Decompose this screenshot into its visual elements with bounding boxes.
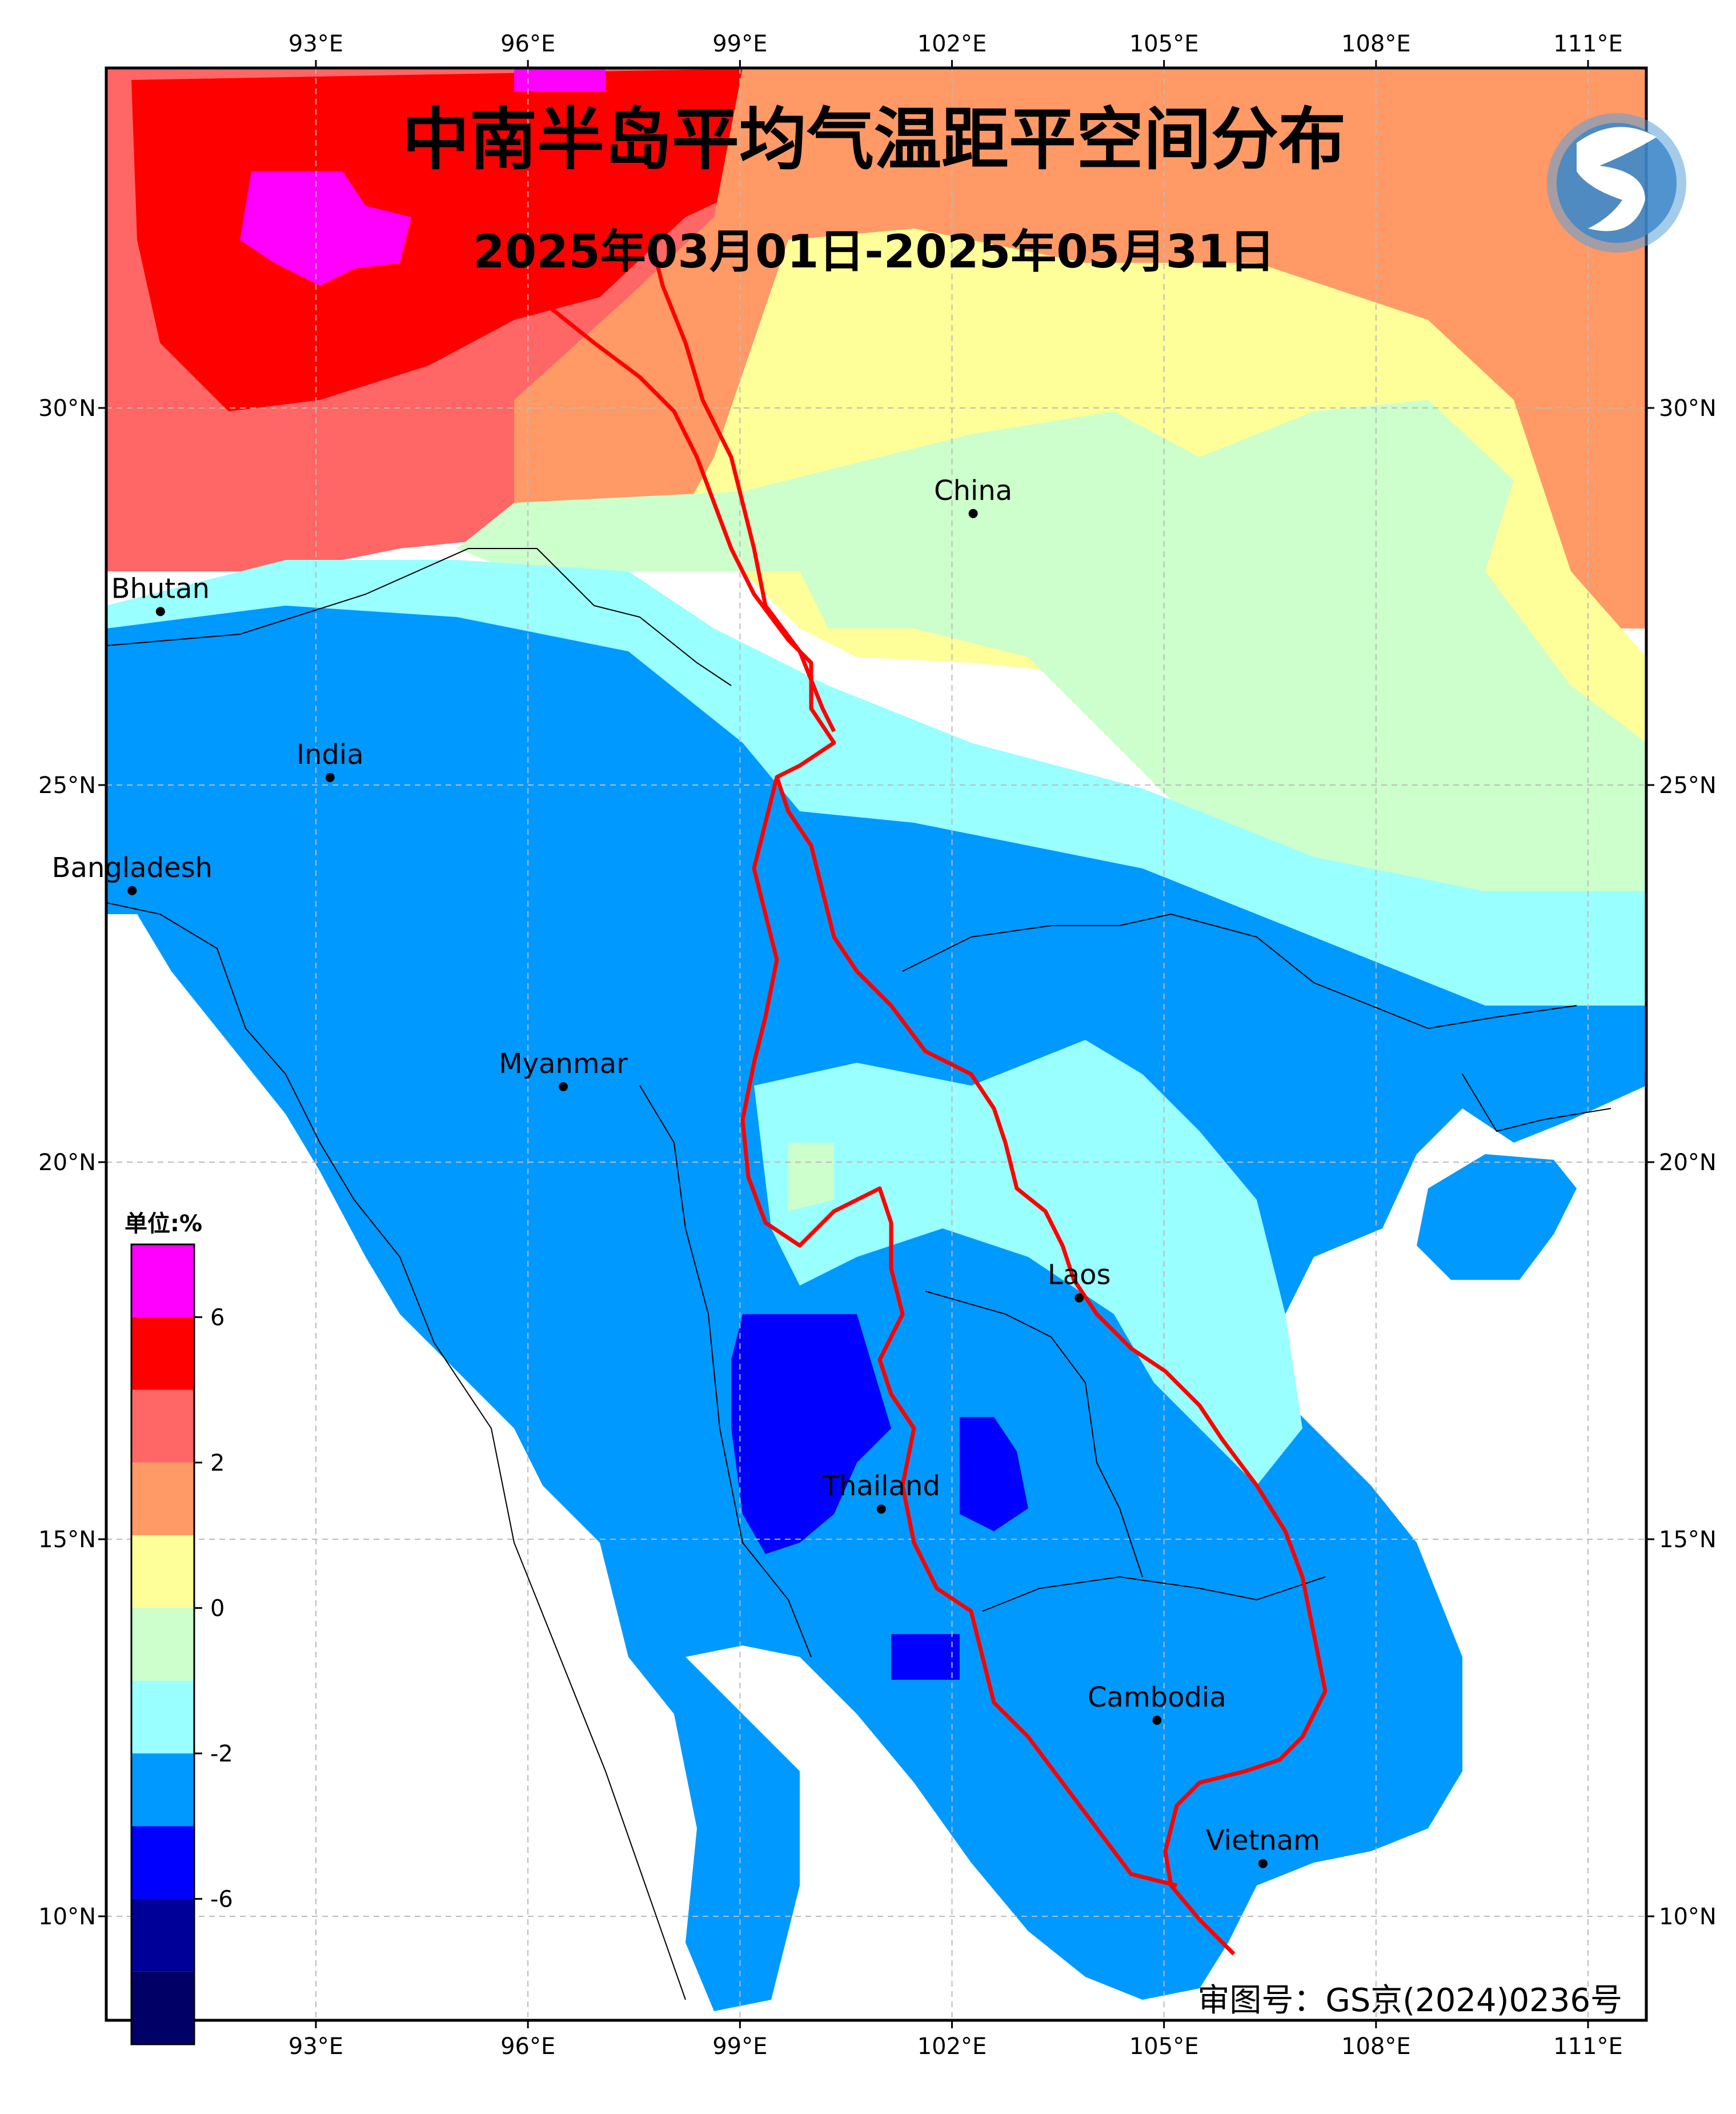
graticule — [106, 68, 1646, 2020]
legend-label: 6 — [210, 1304, 224, 1331]
place-dot — [1152, 1715, 1162, 1725]
lon-tick-bottom-label: 99°E — [712, 2033, 767, 2060]
latitude-ticks-right: 30°N 25°N 20°N 15°N 10°N — [1646, 395, 1717, 1930]
legend-label: -6 — [210, 1886, 233, 1912]
place-dot — [1258, 1859, 1268, 1868]
lon-tick-bottom-label: 96°E — [500, 2033, 555, 2060]
legend-swatch — [131, 1317, 194, 1390]
place-label: Bhutan — [111, 572, 210, 604]
legend-swatch — [131, 1826, 194, 1899]
legend-swatch — [131, 1390, 194, 1463]
place-label: Thailand — [822, 1470, 940, 1502]
longitude-ticks-top: 93°E 96°E 99°E 102°E 105°E 108°E 111°E — [288, 31, 1623, 68]
logo-emblem — [1547, 113, 1686, 253]
place-dot — [559, 1082, 568, 1091]
place-dot — [155, 607, 165, 616]
place-dot — [968, 509, 978, 518]
mekong-river-west — [740, 776, 1177, 1888]
legend-swatch — [131, 1244, 194, 1318]
legend-label: 2 — [210, 1450, 224, 1476]
approval-number: 审图号：GS京(2024)0236号 — [1197, 1982, 1622, 2019]
lon-tick-bottom-label: 102°E — [917, 2033, 987, 2060]
latitude-ticks-left: 30°N 25°N 20°N 15°N 10°N — [38, 395, 106, 1930]
lat-tick-right-label: 30°N — [1659, 395, 1717, 422]
borders — [106, 548, 1611, 2000]
map-frame — [105, 66, 1648, 2022]
place-dot — [325, 772, 335, 782]
lon-tick-top-label: 108°E — [1341, 31, 1411, 57]
mekong-river-branch — [649, 239, 836, 732]
lat-tick-right-label: 10°N — [1659, 1904, 1717, 1930]
map-title: 中南半岛平均气温距平空间分布 — [402, 100, 1346, 179]
map-subtitle: 2025年03月01日-2025年05月31日 — [473, 225, 1275, 278]
place-dot — [127, 886, 137, 895]
place-label: Bangladesh — [52, 852, 213, 884]
lat-tick-right-label: 20°N — [1659, 1150, 1717, 1176]
place-label: Cambodia — [1088, 1681, 1226, 1713]
lat-tick-left-label: 10°N — [38, 1904, 96, 1930]
legend-swatch — [131, 1971, 194, 2044]
legend-swatch — [131, 1608, 194, 1681]
mekong-river — [490, 261, 1328, 1956]
legend-label: 0 — [210, 1595, 224, 1621]
lon-tick-top-label: 99°E — [712, 31, 767, 57]
lat-tick-right-label: 15°N — [1659, 1527, 1717, 1553]
legend-swatch — [131, 1753, 194, 1827]
lon-tick-bottom-label: 93°E — [288, 2033, 343, 2060]
place-label: Vietnam — [1206, 1825, 1320, 1857]
legend-swatch — [131, 1899, 194, 1972]
lat-tick-left-label: 30°N — [38, 395, 96, 422]
place-label: Myanmar — [499, 1048, 628, 1080]
place-label: Laos — [1048, 1259, 1111, 1291]
legend-swatch — [131, 1680, 194, 1753]
legend-labels: 6 2 0 -2 -6 — [194, 1304, 233, 1912]
place-dot — [876, 1504, 886, 1514]
legend-colorbar — [130, 1243, 195, 2045]
legend-label: -2 — [210, 1741, 233, 1767]
lon-tick-top-label: 111°E — [1553, 31, 1623, 57]
place-labels: China Bhutan India Bangladesh Myanmar Laos Tha… — [52, 475, 1320, 1868]
lon-tick-bottom-label: 111°E — [1553, 2033, 1623, 2060]
legend-swatch — [131, 1462, 194, 1536]
lon-tick-top-label: 102°E — [917, 31, 987, 57]
place-label: India — [296, 739, 364, 771]
place-dot — [1075, 1293, 1084, 1303]
lat-tick-left-label: 20°N — [38, 1150, 96, 1176]
legend-swatch — [131, 1535, 194, 1608]
lat-tick-right-label: 25°N — [1659, 772, 1717, 799]
lon-tick-top-label: 105°E — [1129, 31, 1199, 57]
lon-tick-top-label: 93°E — [288, 31, 343, 57]
legend-unit: 单位:% — [125, 1211, 202, 1237]
longitude-ticks-bottom: 93°E 96°E 99°E 102°E 105°E 108°E 111°E — [288, 2020, 1623, 2060]
lat-tick-left-label: 25°N — [38, 772, 96, 799]
lat-tick-left-label: 15°N — [38, 1527, 96, 1553]
anomaly-field — [106, 68, 1646, 2020]
lon-tick-bottom-label: 105°E — [1129, 2033, 1199, 2060]
lon-tick-bottom-label: 108°E — [1341, 2033, 1411, 2060]
place-label: China — [934, 475, 1012, 507]
lon-tick-top-label: 96°E — [500, 31, 555, 57]
